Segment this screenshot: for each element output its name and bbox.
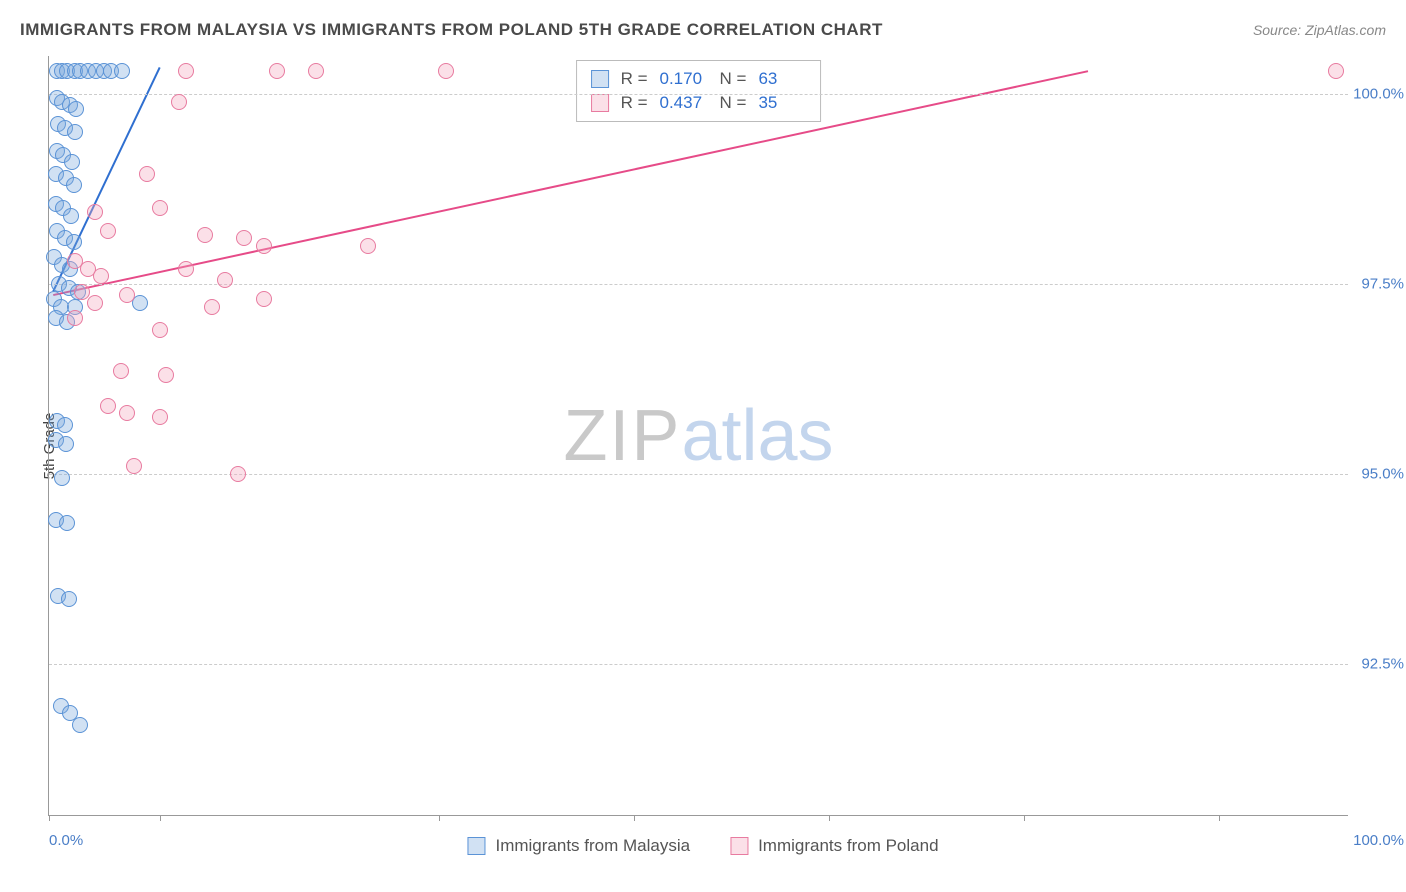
data-point <box>58 436 74 452</box>
data-point <box>308 63 324 79</box>
data-point <box>171 94 187 110</box>
data-point <box>113 363 129 379</box>
stats-legend: R = 0.170 N = 63 R = 0.437 N = 35 <box>576 60 822 122</box>
data-point <box>178 261 194 277</box>
data-point <box>204 299 220 315</box>
data-point <box>119 405 135 421</box>
watermark-atlas: atlas <box>681 396 833 476</box>
n-label-b: N = <box>720 93 747 113</box>
data-point <box>87 204 103 220</box>
swatch-a-icon <box>591 70 609 88</box>
n-value-a: 63 <box>758 69 806 89</box>
x-tick <box>160 815 161 821</box>
swatch-b-icon <box>591 94 609 112</box>
legend-swatch-b-icon <box>730 837 748 855</box>
x-tick <box>439 815 440 821</box>
gridline <box>49 94 1348 95</box>
data-point <box>57 417 73 433</box>
x-tick <box>49 815 50 821</box>
data-point <box>59 515 75 531</box>
data-point <box>61 591 77 607</box>
y-tick-label: 92.5% <box>1352 656 1404 673</box>
series-legend: Immigrants from Malaysia Immigrants from… <box>467 836 938 856</box>
legend-label-a: Immigrants from Malaysia <box>495 836 690 856</box>
x-axis-min-label: 0.0% <box>49 832 83 849</box>
x-tick <box>1219 815 1220 821</box>
chart-plot-area: ZIPatlas R = 0.170 N = 63 R = 0.437 N = … <box>48 56 1348 816</box>
data-point <box>360 238 376 254</box>
watermark-zip: ZIP <box>563 396 681 476</box>
data-point <box>438 63 454 79</box>
n-value-b: 35 <box>758 93 806 113</box>
watermark: ZIPatlas <box>563 395 833 477</box>
x-tick <box>829 815 830 821</box>
y-tick-label: 95.0% <box>1352 466 1404 483</box>
y-tick-label: 97.5% <box>1352 276 1404 293</box>
data-point <box>158 367 174 383</box>
legend-swatch-a-icon <box>467 837 485 855</box>
data-point <box>66 234 82 250</box>
data-point <box>152 200 168 216</box>
data-point <box>119 287 135 303</box>
x-tick <box>1024 815 1025 821</box>
trend-lines <box>49 56 1348 815</box>
chart-title: IMMIGRANTS FROM MALAYSIA VS IMMIGRANTS F… <box>20 20 883 40</box>
r-label-b: R = <box>621 93 648 113</box>
data-point <box>114 63 130 79</box>
legend-label-b: Immigrants from Poland <box>758 836 938 856</box>
r-value-b: 0.437 <box>660 93 708 113</box>
legend-item-a: Immigrants from Malaysia <box>467 836 690 856</box>
trend-line <box>53 71 1088 295</box>
data-point <box>72 717 88 733</box>
legend-item-b: Immigrants from Poland <box>730 836 938 856</box>
data-point <box>152 409 168 425</box>
data-point <box>236 230 252 246</box>
data-point <box>269 63 285 79</box>
n-label-a: N = <box>720 69 747 89</box>
data-point <box>68 101 84 117</box>
r-value-a: 0.170 <box>660 69 708 89</box>
data-point <box>178 63 194 79</box>
y-tick-label: 100.0% <box>1352 86 1404 103</box>
data-point <box>66 177 82 193</box>
x-axis-max-label: 100.0% <box>1353 832 1404 849</box>
data-point <box>63 208 79 224</box>
data-point <box>54 470 70 486</box>
stats-row-a: R = 0.170 N = 63 <box>591 67 807 91</box>
data-point <box>74 284 90 300</box>
data-point <box>256 291 272 307</box>
data-point <box>64 154 80 170</box>
data-point <box>93 268 109 284</box>
data-point <box>67 310 83 326</box>
data-point <box>67 124 83 140</box>
data-point <box>139 166 155 182</box>
data-point <box>100 398 116 414</box>
data-point <box>197 227 213 243</box>
data-point <box>217 272 233 288</box>
data-point <box>100 223 116 239</box>
data-point <box>126 458 142 474</box>
r-label-a: R = <box>621 69 648 89</box>
gridline <box>49 664 1348 665</box>
data-point <box>230 466 246 482</box>
data-point <box>1328 63 1344 79</box>
source-label: Source: ZipAtlas.com <box>1253 22 1386 38</box>
data-point <box>256 238 272 254</box>
gridline <box>49 284 1348 285</box>
x-tick <box>634 815 635 821</box>
data-point <box>152 322 168 338</box>
data-point <box>87 295 103 311</box>
